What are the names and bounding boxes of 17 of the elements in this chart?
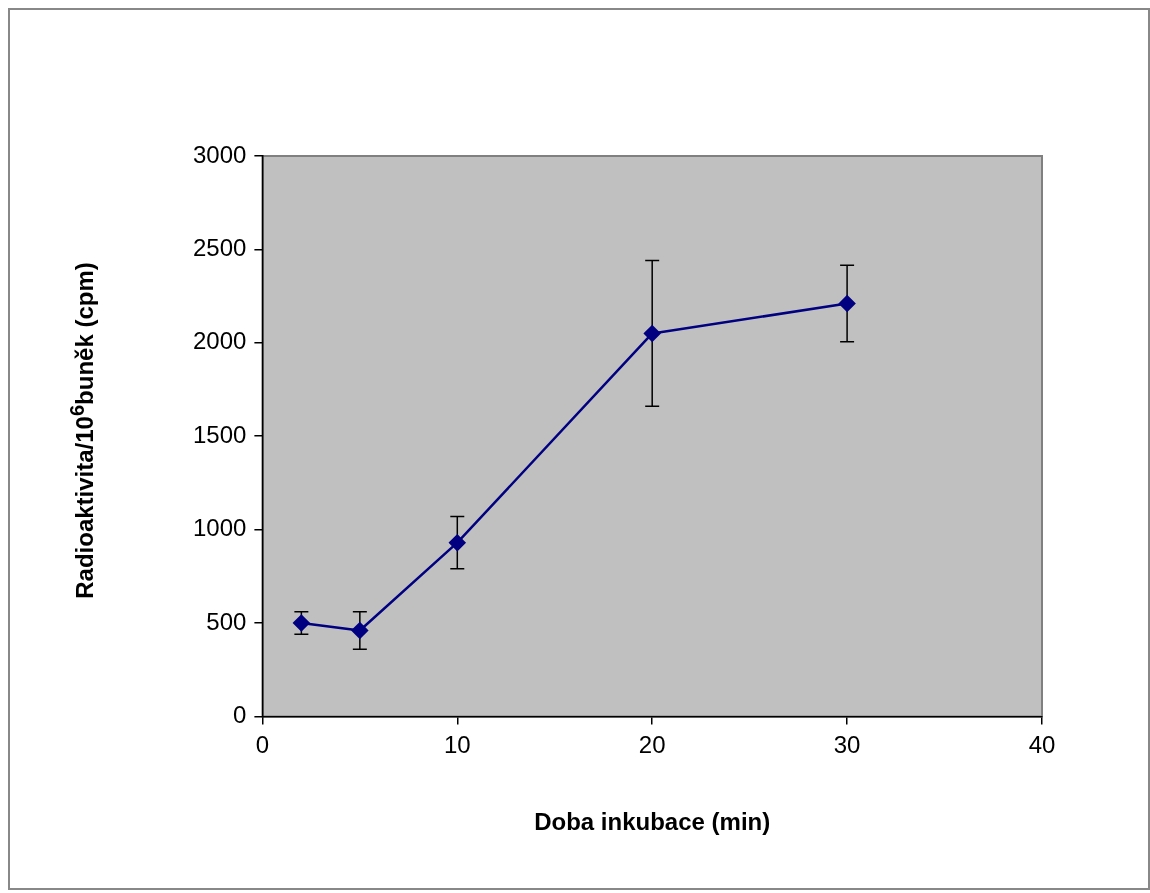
point [643, 325, 661, 342]
y-tick-label: 3000 [193, 140, 247, 168]
x-tick-label: 0 [255, 731, 270, 759]
x-tick-label: 40 [1028, 731, 1056, 759]
point [838, 295, 856, 312]
y-tick-label: 0 [233, 701, 247, 729]
point [351, 622, 369, 639]
x-tick-label: 10 [443, 731, 471, 759]
x-tick-label: 30 [833, 731, 861, 759]
y-tick-label: 500 [206, 607, 247, 635]
y-tick-label: 2000 [193, 327, 247, 355]
y-tick-label: 2500 [193, 234, 247, 262]
y-tick-label: 1500 [193, 420, 247, 448]
x-tick-label: 20 [638, 731, 666, 759]
x-axis-title: Doba inkubace (min) [534, 808, 771, 836]
y-tick-label: 1000 [193, 514, 247, 542]
point [449, 534, 466, 551]
